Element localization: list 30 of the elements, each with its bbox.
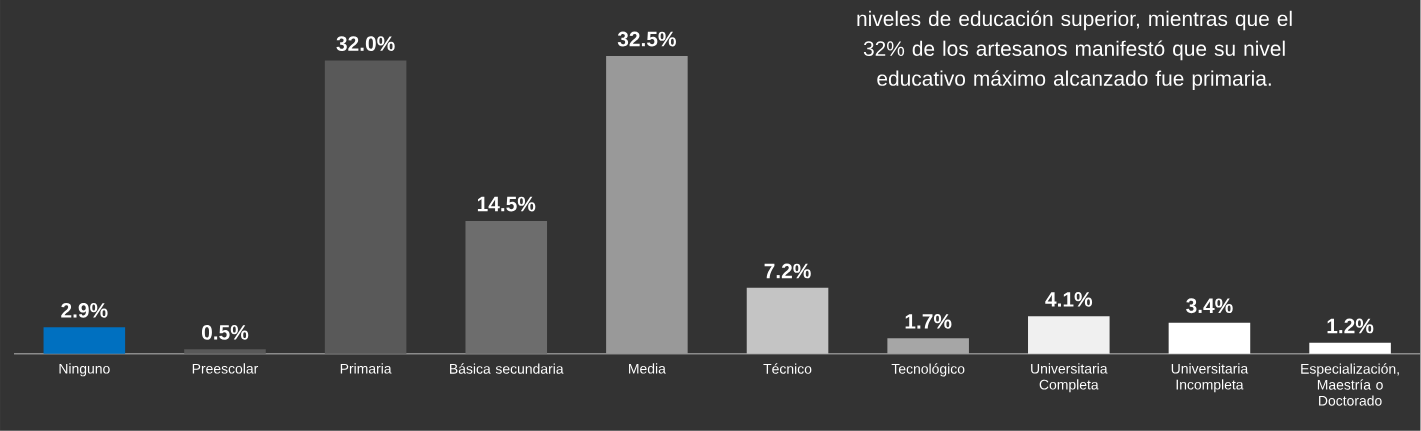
annotation: niveles de educación superior, mientras que el 32% de los artesanos manifestó que su nivel educativo máximo alcanzado fue primaria. [857, 10, 1292, 91]
bar [1168, 322, 1251, 354]
bar [465, 221, 548, 354]
data-label: 32.0% [336, 36, 395, 52]
x-tick-label: Universitaria Completa [1031, 363, 1108, 393]
bar [1028, 316, 1110, 354]
data-label: 2.9% [61, 303, 108, 318]
x-tick-label: Universitaria Incompleta [1171, 363, 1249, 393]
x-tick-label: Básica secundaria [450, 363, 564, 374]
data-label: 0.5% [201, 325, 249, 340]
data-label: 1.7% [905, 314, 952, 329]
bar [606, 56, 688, 354]
data-label: 1.2% [1327, 318, 1374, 334]
bar [324, 60, 407, 354]
x-tick-label: Tecnológico [891, 363, 965, 377]
data-label: 7.2% [764, 263, 811, 279]
bar [43, 327, 126, 354]
x-tick-label: Ninguno [59, 363, 110, 377]
x-tick-label: Primaria [340, 363, 392, 374]
data-label: 4.1% [1045, 292, 1093, 307]
bar [184, 349, 266, 354]
x-tick-label: Preescolar [192, 363, 259, 374]
data-label: 3.4% [1186, 298, 1233, 314]
data-label: 14.5% [477, 196, 536, 212]
x-tick-label: Media [629, 363, 666, 374]
bar [746, 287, 829, 354]
bar [1309, 342, 1391, 354]
x-tick-label: Técnico [763, 363, 812, 374]
x-tick-label: Especialización, Maestría o Doctorado [1301, 363, 1399, 406]
data-label: 32.5% [617, 31, 676, 47]
